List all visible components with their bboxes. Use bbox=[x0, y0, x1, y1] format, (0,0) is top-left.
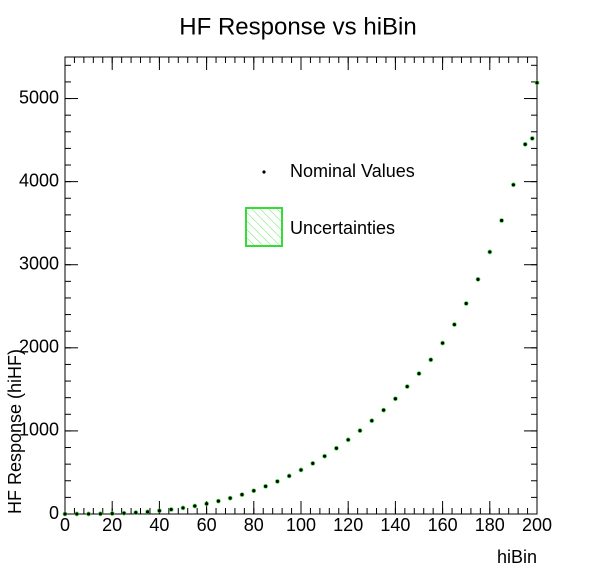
point bbox=[511, 183, 515, 187]
x-tick-label: 60 bbox=[197, 515, 217, 535]
point bbox=[205, 502, 209, 506]
x-tick-label: 120 bbox=[333, 515, 363, 535]
point bbox=[429, 358, 433, 362]
point bbox=[240, 493, 244, 497]
y-tick-label: 2000 bbox=[19, 337, 59, 357]
point bbox=[110, 511, 114, 516]
legend-marker bbox=[262, 170, 266, 174]
x-tick-label: 20 bbox=[102, 515, 122, 535]
x-tick-label: 140 bbox=[380, 515, 410, 535]
legend-swatch bbox=[245, 207, 283, 247]
point bbox=[488, 250, 492, 254]
point bbox=[535, 81, 539, 85]
point bbox=[122, 511, 126, 515]
point bbox=[441, 341, 445, 345]
x-tick-label: 100 bbox=[286, 515, 316, 535]
point bbox=[417, 371, 421, 376]
x-tick-label: 80 bbox=[244, 515, 264, 535]
y-tick-label: 5000 bbox=[19, 87, 59, 107]
point bbox=[334, 446, 338, 450]
point bbox=[299, 468, 303, 472]
point bbox=[87, 512, 91, 516]
point bbox=[358, 429, 362, 433]
point bbox=[405, 384, 409, 389]
point bbox=[157, 509, 161, 513]
point bbox=[393, 397, 397, 401]
x-tick-label: 40 bbox=[149, 515, 169, 535]
legend: Nominal Values Uncertainties bbox=[245, 161, 415, 247]
x-tick-label: 200 bbox=[522, 515, 552, 535]
x-tick-label: 180 bbox=[475, 515, 505, 535]
point bbox=[63, 512, 67, 516]
chart-title: HF Response vs hiBin bbox=[179, 13, 416, 40]
x-tick-label: 0 bbox=[60, 515, 70, 535]
y-tick-label: 1000 bbox=[19, 420, 59, 440]
point bbox=[476, 277, 480, 281]
point bbox=[264, 484, 268, 488]
point bbox=[370, 419, 374, 423]
point bbox=[530, 136, 534, 141]
point bbox=[523, 142, 527, 146]
y-tick-label: 0 bbox=[49, 503, 59, 523]
point bbox=[252, 489, 256, 493]
point bbox=[464, 301, 468, 306]
point bbox=[382, 408, 386, 412]
point bbox=[98, 512, 102, 516]
point bbox=[216, 499, 220, 503]
point bbox=[452, 322, 456, 327]
point bbox=[169, 507, 173, 512]
point bbox=[146, 510, 150, 514]
point bbox=[181, 506, 185, 510]
point bbox=[311, 461, 315, 465]
point bbox=[134, 510, 138, 515]
point bbox=[500, 218, 504, 223]
point bbox=[75, 512, 79, 516]
point bbox=[275, 479, 279, 484]
x-axis-label: hiBin bbox=[497, 547, 537, 567]
point bbox=[287, 474, 291, 478]
y-axis-label: HF Response (hiHF) bbox=[5, 349, 25, 514]
x-tick-label: 160 bbox=[428, 515, 458, 535]
point bbox=[193, 504, 197, 508]
legend-label: Nominal Values bbox=[290, 161, 415, 181]
point bbox=[228, 496, 232, 500]
y-tick-label: 4000 bbox=[19, 170, 59, 190]
legend-label: Uncertainties bbox=[290, 218, 395, 238]
y-tick-label: 3000 bbox=[19, 253, 59, 273]
point bbox=[346, 438, 350, 442]
point bbox=[323, 454, 327, 458]
